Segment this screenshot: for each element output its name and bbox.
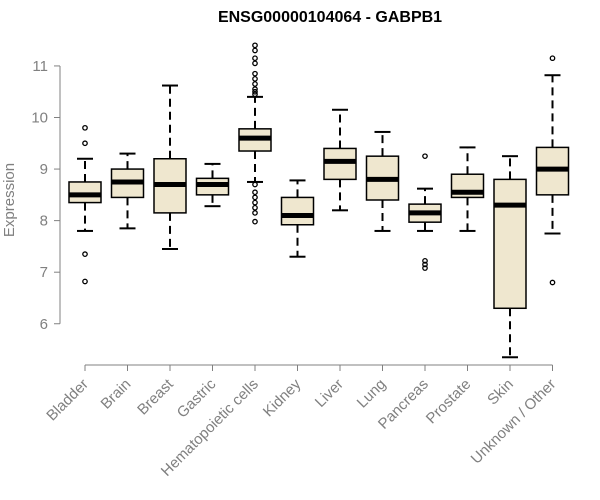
outlier-point — [252, 86, 258, 92]
outlier-point — [252, 70, 258, 77]
box-hematopoietic-cells — [238, 42, 272, 225]
y-tick-label: 8 — [40, 213, 48, 230]
outlier-point — [252, 204, 258, 211]
x-tick-label: Lung — [354, 376, 390, 412]
chart-title: ENSG00000104064 - GABPB1 — [218, 9, 442, 26]
outlier-point — [252, 47, 258, 54]
y-axis-label: Expression — [1, 163, 18, 237]
box-bladder — [68, 124, 102, 285]
box-skin — [493, 155, 527, 359]
outlier-point — [252, 88, 258, 95]
box-brain — [110, 152, 145, 230]
box-lung — [365, 130, 400, 232]
outlier-point — [82, 278, 88, 285]
outlier-point — [252, 218, 258, 225]
y-tick-label: 9 — [40, 161, 48, 178]
box-liver — [323, 108, 357, 212]
iqr-box — [68, 181, 102, 204]
y-axis: 6 7 8 9 10 11 — [31, 58, 61, 333]
x-tick-label: Liver — [312, 376, 347, 411]
outlier-point — [549, 55, 556, 62]
outlier-point — [422, 257, 428, 264]
outlier-point — [252, 75, 258, 82]
box-pancreas — [408, 153, 442, 271]
x-tick-label: Bladder — [43, 376, 92, 425]
box-kidney — [280, 179, 315, 258]
outlier-point — [252, 91, 258, 98]
iqr-box — [493, 178, 527, 310]
outlier-point — [82, 140, 88, 147]
outlier-point — [422, 261, 428, 268]
outlier-point — [422, 265, 428, 271]
outlier-point — [82, 124, 88, 131]
x-tick-label: Prostate — [423, 376, 475, 428]
iqr-box — [280, 196, 315, 226]
box-unknown-other — [535, 55, 570, 286]
box-gastric — [195, 162, 230, 208]
outlier-point — [252, 189, 258, 196]
box-breast — [153, 84, 187, 250]
y-tick-label: 11 — [32, 58, 48, 75]
x-tick-label: Breast — [134, 375, 177, 418]
x-tick-label: Kidney — [260, 375, 305, 420]
outlier-point — [252, 81, 258, 87]
outlier-point — [82, 251, 88, 257]
outlier-point — [252, 194, 258, 201]
y-tick-label: 10 — [31, 110, 48, 127]
outlier-point — [252, 199, 258, 206]
y-tick-label: 6 — [40, 316, 48, 333]
outlier-point — [252, 55, 258, 62]
iqr-box — [323, 147, 357, 181]
outlier-point — [549, 279, 556, 286]
box-prostate — [450, 146, 485, 232]
x-tick-label: Skin — [484, 376, 517, 409]
y-tick-label: 7 — [40, 264, 48, 281]
boxes-group — [68, 42, 570, 359]
outlier-point — [252, 181, 258, 188]
outlier-point — [252, 60, 258, 67]
outlier-point — [252, 42, 258, 49]
outlier-point — [422, 153, 428, 160]
x-tick-label: Brain — [98, 376, 135, 413]
outlier-point — [252, 210, 258, 216]
